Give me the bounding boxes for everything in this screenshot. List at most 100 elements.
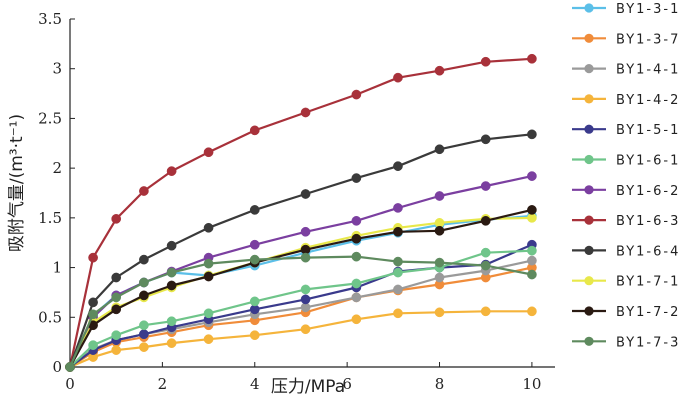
data-point-by1-6-4 <box>139 254 149 265</box>
data-point-by1-4-2 <box>393 308 403 319</box>
data-point-by1-6-3 <box>249 125 260 136</box>
data-point-by1-7-2 <box>434 225 445 236</box>
x-tick-label: 8 <box>435 375 445 393</box>
data-point-by1-6-1 <box>527 245 537 256</box>
x-tick-label: 2 <box>158 375 168 393</box>
data-point-by1-6-2 <box>527 171 537 181</box>
data-point-by1-6-4 <box>111 272 122 283</box>
data-point-by1-4-2 <box>434 307 445 318</box>
data-point-by1-7-2 <box>480 215 491 226</box>
legend-label-by1-6-3: BY1-6-3 <box>616 214 680 229</box>
data-point-by1-6-3 <box>88 252 98 263</box>
legend-marker-by1-6-1 <box>584 154 594 165</box>
data-point-by1-4-2 <box>111 345 122 355</box>
data-point-by1-7-3 <box>139 277 149 288</box>
data-point-by1-4-2 <box>351 314 362 325</box>
data-point-by1-7-3 <box>351 251 362 262</box>
legend-label-by1-3-1: BY1-3-1 <box>616 2 680 17</box>
data-point-by1-6-1 <box>300 284 311 295</box>
data-point-by1-4-2 <box>480 306 491 317</box>
data-point-by1-4-1 <box>351 292 362 303</box>
legend-label-by1-7-1: BY1-7-1 <box>616 275 680 290</box>
legend-marker-by1-4-1 <box>584 64 594 74</box>
legend-marker-by1-6-4 <box>584 245 594 255</box>
data-point-by1-7-3 <box>249 254 260 265</box>
data-point-by1-6-2 <box>249 239 260 250</box>
data-point-by1-4-2 <box>203 334 214 345</box>
legend-marker-by1-6-3 <box>584 215 594 225</box>
legend-marker-by1-4-2 <box>584 94 594 104</box>
data-point-by1-7-2 <box>527 205 537 215</box>
legend-marker-by1-7-3 <box>584 336 594 346</box>
data-point-by1-4-2 <box>300 324 311 335</box>
y-tick-label: 3.5 <box>38 10 62 28</box>
legend-label-by1-5-1: BY1-5-1 <box>616 123 680 138</box>
data-point-by1-7-3 <box>111 292 122 303</box>
data-point-by1-6-1 <box>111 330 122 341</box>
data-point-by1-6-1 <box>480 247 491 258</box>
data-point-by1-6-1 <box>88 340 98 350</box>
data-point-by1-7-2 <box>111 304 122 315</box>
data-point-by1-7-3 <box>65 362 75 372</box>
legend-label-by1-4-1: BY1-4-1 <box>616 63 680 78</box>
data-point-by1-4-1 <box>393 284 403 295</box>
data-point-by1-6-4 <box>527 129 537 140</box>
data-point-by1-7-3 <box>203 258 214 269</box>
y-tick-label: 0 <box>52 358 62 376</box>
legend-label-by1-6-2: BY1-6-2 <box>616 184 680 199</box>
y-tick-label: 3 <box>52 60 62 78</box>
data-point-by1-4-1 <box>527 255 537 266</box>
data-point-by1-7-3 <box>434 257 445 268</box>
data-point-by1-4-2 <box>527 306 537 317</box>
data-point-by1-6-3 <box>434 65 445 76</box>
data-point-by1-6-1 <box>249 296 260 307</box>
legend-label-by1-6-4: BY1-6-4 <box>616 244 680 259</box>
legend-marker-by1-5-1 <box>584 124 594 134</box>
data-point-by1-6-3 <box>480 56 491 67</box>
data-point-by1-6-2 <box>393 203 403 213</box>
legend-marker-by1-7-2 <box>584 306 594 316</box>
legend-marker-by1-3-7 <box>584 33 594 43</box>
data-point-by1-6-3 <box>111 214 122 224</box>
data-point-by1-4-2 <box>249 330 260 341</box>
legend-marker-by1-7-1 <box>584 276 594 286</box>
y-tick-label: 0.5 <box>38 308 62 326</box>
x-axis-title: 压力/MPa <box>271 377 345 397</box>
data-point-by1-6-1 <box>351 278 362 289</box>
data-point-by1-6-2 <box>434 191 445 201</box>
data-point-by1-6-4 <box>166 240 177 251</box>
data-point-by1-6-3 <box>351 89 362 100</box>
series-line-by1-4-2 <box>69 310 532 369</box>
legend-label-by1-3-7: BY1-3-7 <box>616 32 680 47</box>
data-point-by1-4-2 <box>166 338 177 348</box>
legend-marker-by1-6-2 <box>584 185 594 195</box>
y-axis-title: 吸附气量/(m³·t⁻¹) <box>7 114 27 252</box>
legend-label-by1-6-1: BY1-6-1 <box>616 154 680 169</box>
x-tick-label: 10 <box>522 375 541 393</box>
data-point-by1-6-4 <box>249 205 260 215</box>
data-point-by1-6-4 <box>480 134 491 145</box>
legend: BY1-3-1 BY1-3-7 BY1-4-1 BY1-4-2 BY1-5-1 BY1-6… <box>572 2 680 350</box>
data-point-by1-5-1 <box>139 329 149 340</box>
data-point-by1-6-1 <box>393 267 403 278</box>
legend-marker-by1-3-1 <box>584 3 594 13</box>
data-point-by1-6-4 <box>88 297 98 308</box>
data-point-by1-7-2 <box>393 226 403 237</box>
legend-label-by1-7-2: BY1-7-2 <box>616 305 680 320</box>
data-point-by1-6-3 <box>300 107 311 118</box>
data-point-by1-6-2 <box>351 215 362 226</box>
y-tick-label: 1 <box>52 259 62 277</box>
data-point-by1-6-3 <box>203 147 214 158</box>
x-tick-label: 0 <box>65 375 75 393</box>
data-point-by1-7-3 <box>300 252 311 263</box>
data-point-by1-7-3 <box>166 267 177 278</box>
series-line-by1-7-1 <box>69 216 532 368</box>
data-point-by1-5-1 <box>300 294 311 305</box>
plot-area: 0 0.5 1 1.5 2 2.5 3 3.5 0 2 4 6 8 10 <box>38 10 555 393</box>
series-line-by1-6-3 <box>68 57 532 368</box>
data-point-by1-7-3 <box>527 269 537 280</box>
data-point-by1-7-2 <box>203 271 214 282</box>
data-point-by1-7-3 <box>393 256 403 267</box>
data-point-by1-7-3 <box>88 309 98 320</box>
